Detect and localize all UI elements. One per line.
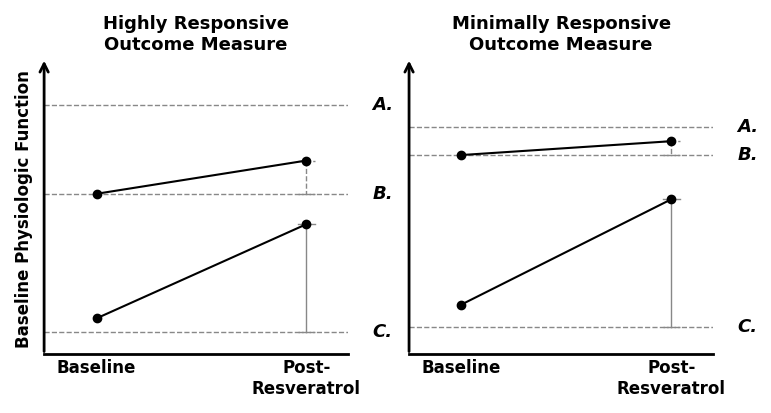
Text: C.: C. (738, 318, 758, 336)
Text: C.: C. (372, 323, 392, 341)
Text: B.: B. (738, 146, 758, 164)
Text: B.: B. (372, 185, 393, 203)
Text: A.: A. (372, 96, 394, 114)
Y-axis label: Baseline Physiologic Function: Baseline Physiologic Function (15, 70, 33, 348)
Text: A.: A. (738, 119, 759, 136)
Title: Highly Responsive
Outcome Measure: Highly Responsive Outcome Measure (103, 15, 289, 54)
Title: Minimally Responsive
Outcome Measure: Minimally Responsive Outcome Measure (452, 15, 671, 54)
